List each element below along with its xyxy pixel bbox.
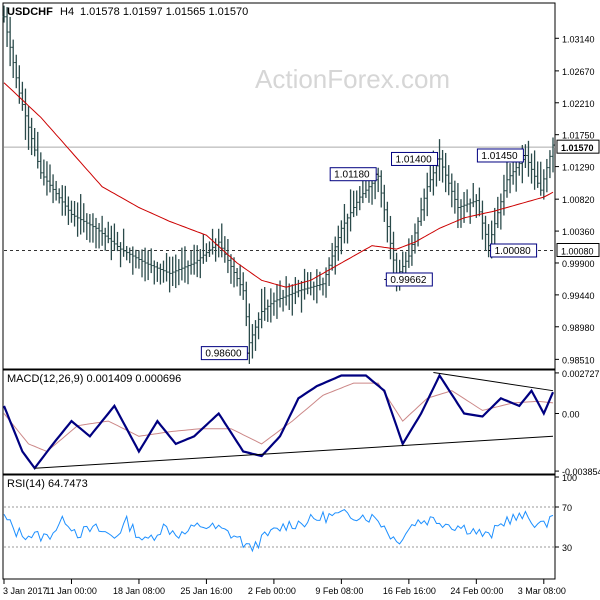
timeframe-label: H4	[60, 6, 74, 18]
price-annotation-box	[385, 272, 433, 287]
current-price-label: 1.01570	[561, 143, 594, 153]
price-tick-label: 0.99440	[562, 291, 595, 301]
x-tick-label: 16 Feb 16:00	[383, 586, 436, 596]
x-tick-label: 3 Jan 2017	[3, 586, 48, 596]
price-annotation-box	[476, 148, 524, 163]
price-tick-label: 1.00820	[562, 195, 595, 205]
x-tick-label: 2 Feb 00:00	[248, 586, 296, 596]
price-annotation-box	[329, 167, 377, 182]
rsi-tick-label: 70	[562, 503, 572, 513]
rsi-title: RSI(14) 64.7473	[7, 478, 88, 490]
macd-tick-label: -0.003854	[562, 467, 600, 477]
rsi-line	[3, 508, 554, 553]
price-annotation-box	[391, 151, 439, 166]
support-level-label: 1.00080	[561, 246, 594, 256]
watermark: ActionForex.com	[255, 64, 450, 94]
macd-tick-label: 0.002727	[562, 369, 600, 379]
ohlc-readout: 1.01578 1.01597 1.01565 1.01570	[80, 6, 248, 18]
price-tick-label: 1.01750	[562, 131, 595, 141]
x-tick-label: 24 Feb 00:00	[450, 586, 503, 596]
macd-tick-label: 0.00	[562, 409, 580, 419]
price-tick-label: 0.98510	[562, 355, 595, 365]
price-annotation-label: 1.01450	[481, 151, 518, 162]
macd-panel-frame	[2, 369, 556, 475]
x-tick-label: 18 Jan 08:00	[113, 586, 165, 596]
price-annotation-label: 1.01180	[334, 170, 370, 181]
price-annotation-label: 1.00080	[495, 246, 532, 257]
current-price-box	[556, 139, 600, 154]
macd-line	[2, 373, 555, 471]
price-tick-label: 0.99900	[562, 259, 595, 269]
x-tick-label: 3 Mar 08:00	[518, 586, 566, 596]
rsi-tick-label: 100	[562, 473, 577, 483]
symbol-label: USDCHF	[7, 6, 53, 18]
price-annotation-box	[490, 243, 538, 258]
macd-title: MACD(12,26,9) 0.001409 0.000696	[7, 373, 181, 385]
rsi-panel-frame	[2, 474, 556, 580]
price-tick-label: 1.03140	[562, 34, 595, 44]
x-tick-label: 11 Jan 00:00	[45, 586, 96, 596]
rsi-tick-label: 30	[562, 543, 572, 553]
x-tick-label: 25 Jan 16:00	[180, 586, 232, 596]
price-annotation-box	[200, 346, 248, 361]
price-tick-label: 1.00360	[562, 227, 595, 237]
price-tick-label: 1.02210	[562, 99, 595, 109]
price-annotation-label: 1.01400	[396, 154, 433, 165]
macd-signal-line	[3, 382, 554, 453]
support-level-box	[556, 242, 600, 257]
x-tick-label: 9 Feb 08:00	[315, 586, 363, 596]
price-panel-frame	[2, 2, 556, 370]
macd-trendline	[34, 435, 554, 469]
price-annotation-label: 0.98600	[205, 349, 242, 360]
moving-average-line	[3, 82, 554, 288]
price-tick-label: 0.98980	[562, 323, 595, 333]
price-annotation-label: 0.99662	[390, 275, 427, 286]
macd-trendline	[433, 371, 554, 392]
price-tick-label: 1.01290	[562, 163, 595, 173]
price-tick-label: 1.02670	[562, 67, 595, 77]
